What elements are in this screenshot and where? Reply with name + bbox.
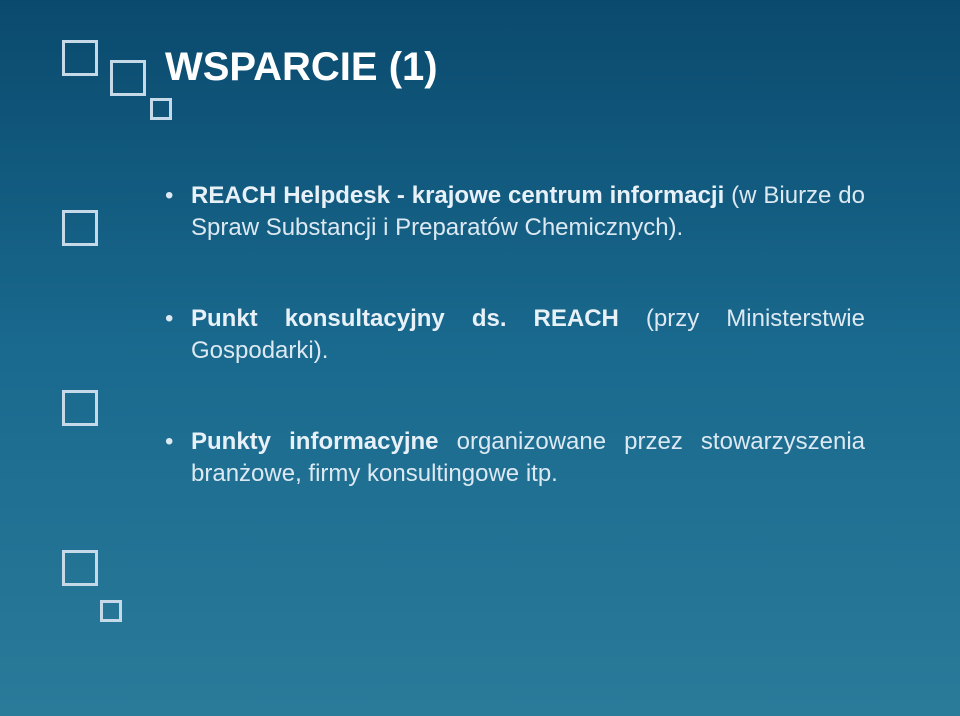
bullet-item: Punkt konsultacyjny ds. REACH (przy Mini…	[165, 303, 865, 368]
decor-square	[100, 600, 122, 622]
bullet-bold: Punkty informacyjne	[191, 428, 439, 455]
bullet-item: Punkty informacyjne organizowane przez s…	[165, 426, 865, 491]
slide-content: REACH Helpdesk - krajowe centrum informa…	[165, 180, 865, 548]
decor-square	[110, 60, 146, 96]
decor-square	[62, 550, 98, 586]
decor-square	[150, 98, 172, 120]
slide-title: WSPARCIE (1)	[165, 45, 438, 90]
bullet-item: REACH Helpdesk - krajowe centrum informa…	[165, 180, 865, 245]
decor-square	[62, 390, 98, 426]
bullet-bold: REACH Helpdesk - krajowe centrum informa…	[191, 182, 724, 209]
decor-square	[62, 210, 98, 246]
bullet-bold: Punkt konsultacyjny ds. REACH	[191, 305, 619, 332]
decor-square	[62, 40, 98, 76]
